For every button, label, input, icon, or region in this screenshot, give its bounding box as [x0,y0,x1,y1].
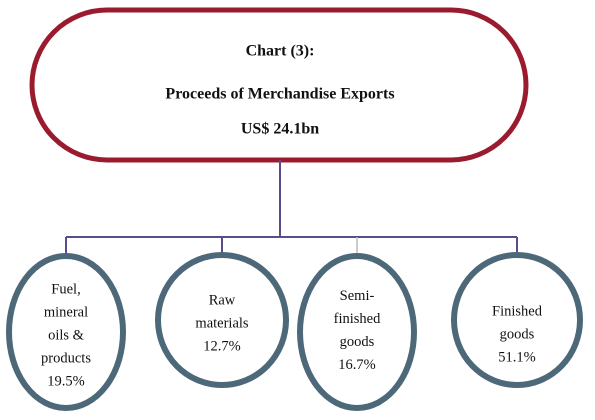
node-label: oils & [48,327,85,343]
node-label: Semi- [340,288,375,304]
node-oval [451,252,583,388]
node-value: 12.7% [203,338,240,354]
header-line: Proceeds of Merchandise Exports [165,86,394,103]
node-label: Finished [492,303,543,319]
header-line: US$ 24.1bn [241,121,319,138]
node-value: 19.5% [47,373,84,389]
node-label: materials [195,315,249,331]
node-label: products [41,350,91,366]
node-label: finished [334,311,381,327]
node-value: 16.7% [338,357,375,373]
node-label: goods [500,326,535,342]
node-label: mineral [44,304,88,320]
node-label: Fuel, [51,281,80,297]
node-oval [155,252,289,388]
node-label: goods [340,334,375,350]
header-line: Chart (3): [246,43,315,60]
node-value: 51.1% [498,349,535,365]
node-oval [297,253,417,411]
node-oval [6,253,126,411]
node-label: Raw [209,292,236,308]
